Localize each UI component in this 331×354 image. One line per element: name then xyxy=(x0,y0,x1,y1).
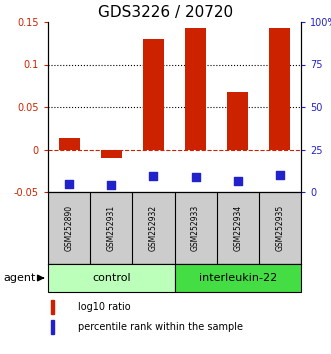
Text: agent: agent xyxy=(3,273,36,283)
Bar xyxy=(48,264,174,292)
Bar xyxy=(185,28,206,149)
Point xyxy=(109,182,114,188)
Text: GSM252890: GSM252890 xyxy=(65,205,73,251)
Point xyxy=(193,174,198,180)
Point xyxy=(277,172,283,178)
Bar xyxy=(51,320,54,334)
Bar xyxy=(101,149,122,158)
Bar xyxy=(227,92,248,149)
Text: GSM252931: GSM252931 xyxy=(107,205,116,251)
Text: GSM252934: GSM252934 xyxy=(233,205,242,251)
Text: control: control xyxy=(92,273,130,283)
Text: GDS3226 / 20720: GDS3226 / 20720 xyxy=(98,5,233,20)
Text: GSM252932: GSM252932 xyxy=(149,205,158,251)
Point xyxy=(151,173,156,179)
Text: log10 ratio: log10 ratio xyxy=(78,302,131,312)
Bar xyxy=(51,300,54,314)
Point xyxy=(235,178,240,184)
Bar xyxy=(269,28,291,149)
Bar xyxy=(59,138,80,149)
Point xyxy=(67,181,72,187)
Text: interleukin-22: interleukin-22 xyxy=(199,273,277,283)
Text: GSM252935: GSM252935 xyxy=(275,205,284,251)
Bar xyxy=(143,39,164,149)
Text: percentile rank within the sample: percentile rank within the sample xyxy=(78,322,243,332)
Text: GSM252933: GSM252933 xyxy=(191,205,200,251)
Bar xyxy=(174,264,301,292)
